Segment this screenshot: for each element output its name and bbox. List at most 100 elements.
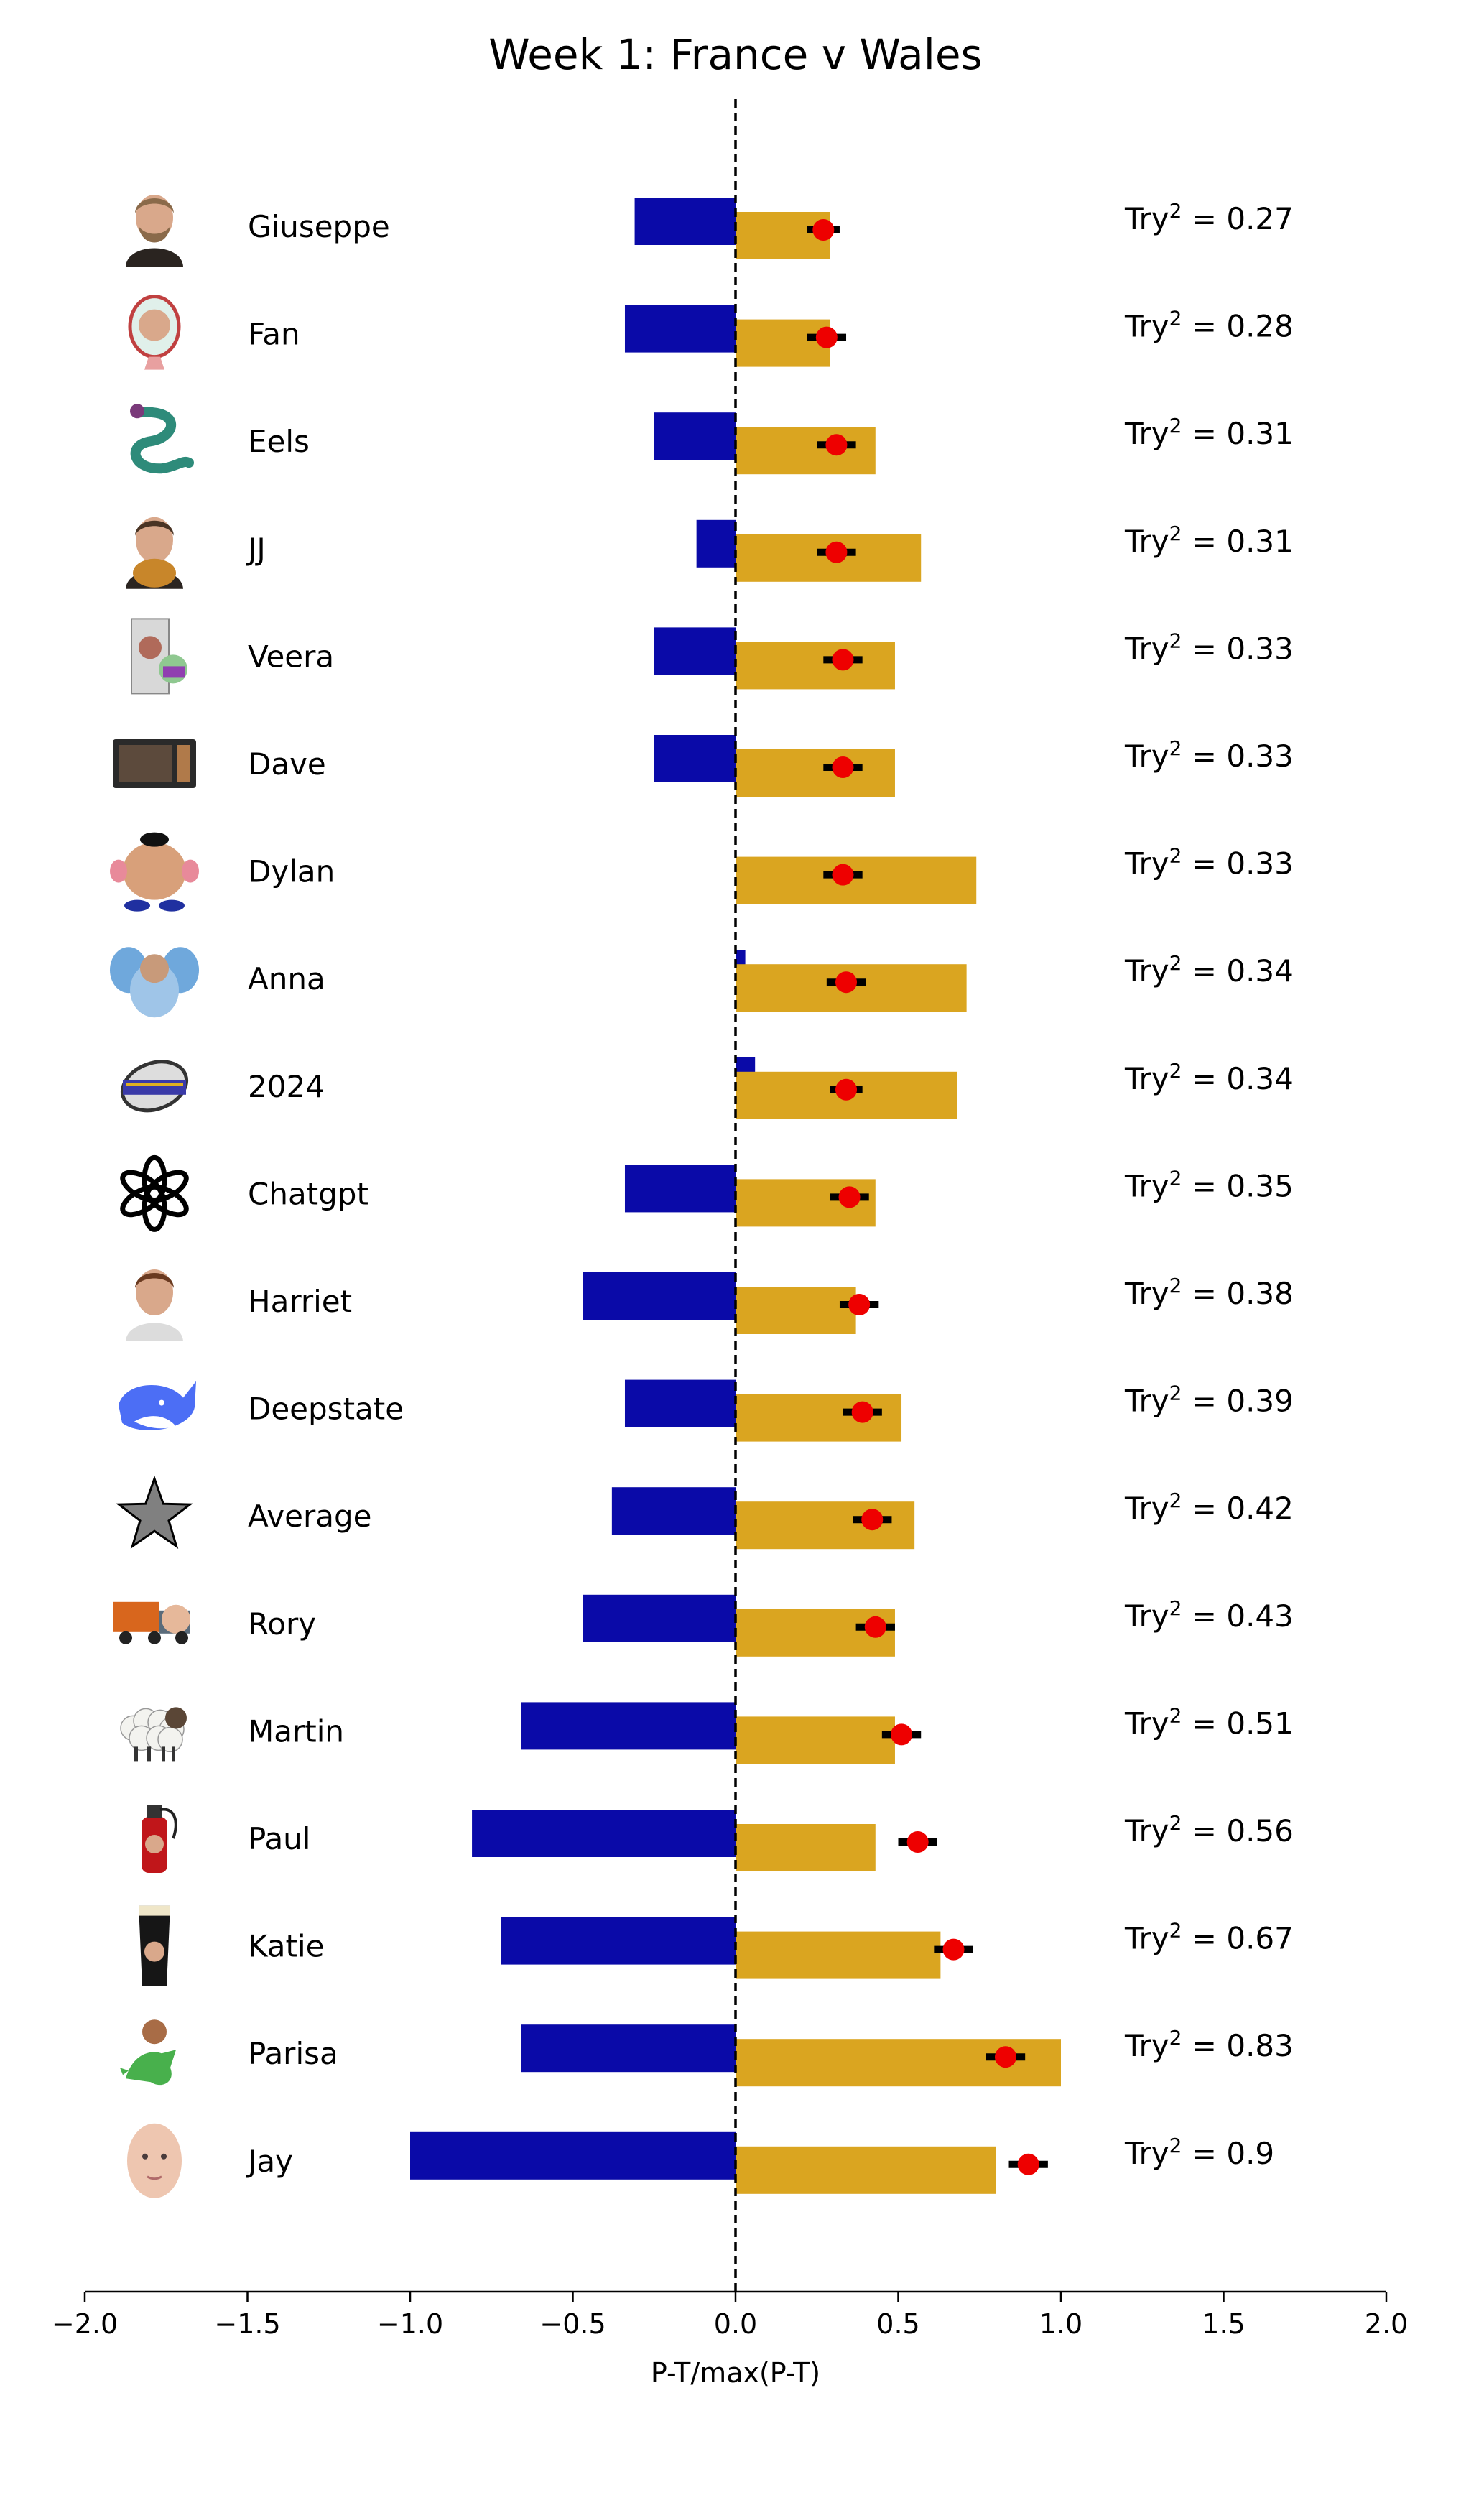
metric-prefix: Try: [1124, 1705, 1169, 1741]
x-tick-label: −2.0: [52, 2308, 118, 2340]
metric-superscript: 2: [1169, 1489, 1182, 1512]
metric-superscript: 2: [1169, 844, 1182, 868]
metric-prefix: Try: [1124, 1491, 1169, 1526]
row-name: Chatgpt: [248, 1176, 368, 1211]
bar-negative: [634, 198, 736, 245]
metric-separator: =: [1182, 1491, 1226, 1526]
row-metric: Try2 = 0.35: [1124, 1166, 1294, 1203]
data-point: [832, 649, 854, 671]
x-tick-label: −1.5: [214, 2308, 280, 2340]
data-point: [861, 1509, 884, 1531]
metric-separator: =: [1182, 524, 1226, 559]
metric-superscript: 2: [1169, 522, 1182, 545]
data-point: [851, 1401, 873, 1423]
row-metric: Try2 = 0.67: [1124, 1919, 1294, 1956]
x-tick-label: 2.0: [1365, 2308, 1408, 2340]
bar-negative: [521, 2024, 736, 2073]
metric-separator: =: [1182, 309, 1226, 344]
bar-negative: [472, 1810, 736, 1857]
metric-prefix: Try: [1124, 1813, 1169, 1848]
row-name: Veera: [248, 639, 334, 674]
row-metric: Try2 = 0.33: [1124, 629, 1294, 666]
data-point: [815, 326, 838, 348]
bar-negative: [696, 519, 736, 568]
row-name: Harriet: [248, 1284, 352, 1319]
dinosaur: [120, 2019, 176, 2086]
bar-negative: [654, 412, 736, 460]
x-tick-label: −1.0: [377, 2308, 443, 2340]
metric-prefix: Try: [1124, 631, 1169, 666]
rugby-ball-2024: [120, 1060, 189, 1113]
metric-value: 0.33: [1226, 739, 1294, 774]
points-layer: [807, 219, 1048, 2175]
bar-positive: [736, 1287, 856, 1334]
row-metric: Try2 = 0.31: [1124, 414, 1294, 451]
metric-value: 0.27: [1226, 201, 1294, 236]
metric-superscript: 2: [1169, 951, 1182, 975]
metric-prefix: Try: [1124, 1598, 1169, 1634]
metric-separator: =: [1182, 1168, 1226, 1203]
bar-negative: [583, 1272, 736, 1320]
metric-prefix: Try: [1124, 1061, 1169, 1096]
bar-negative: [624, 1379, 736, 1427]
row-metric: Try2 = 0.34: [1124, 1059, 1294, 1096]
x-axis-label: P-T/max(P-T): [651, 2357, 820, 2389]
bearded-man-portrait: [126, 195, 183, 267]
metric-superscript: 2: [1169, 1381, 1182, 1405]
metric-separator: =: [1182, 1276, 1226, 1311]
pint-glass: [139, 1905, 170, 1986]
face-in-mirror: [128, 295, 181, 370]
row-name: Dylan: [248, 854, 335, 889]
row-metric: Try2 = 0.83: [1124, 2026, 1294, 2063]
metric-prefix: Try: [1124, 2136, 1169, 2171]
metric-separator: =: [1182, 2028, 1226, 2063]
names-layer: Giuseppe Fan Eels JJ Veera Dave Dylan Anna 2024 C…: [246, 209, 404, 2179]
metric-superscript: 2: [1169, 1059, 1182, 1083]
metric-superscript: 2: [1169, 629, 1182, 652]
metric-prefix: Try: [1124, 201, 1169, 236]
metric-value: 0.31: [1226, 416, 1294, 451]
data-point: [891, 1723, 913, 1746]
metric-value: 0.67: [1226, 1921, 1294, 1956]
metric-separator: =: [1182, 416, 1226, 451]
metric-separator: =: [1182, 739, 1226, 774]
metric-prefix: Try: [1124, 309, 1169, 344]
bar-negative: [654, 735, 736, 782]
metric-value: 0.34: [1226, 953, 1294, 989]
bars-layer: [410, 198, 1061, 2194]
row-name: Jay: [246, 2144, 293, 2179]
metric-superscript: 2: [1169, 2134, 1182, 2157]
row-name: 2024: [248, 1069, 325, 1104]
bar-positive: [736, 1501, 915, 1550]
metric-value: 0.38: [1226, 1276, 1294, 1311]
bar-negative: [624, 1165, 736, 1213]
metric-value: 0.31: [1226, 524, 1294, 559]
row-metric: Try2 = 0.39: [1124, 1381, 1294, 1419]
truck: [113, 1601, 190, 1644]
metric-prefix: Try: [1124, 1921, 1169, 1956]
data-point: [942, 1938, 965, 1961]
data-point: [838, 1186, 861, 1208]
metric-superscript: 2: [1169, 1274, 1182, 1297]
metric-value: 0.35: [1226, 1168, 1294, 1203]
metric-superscript: 2: [1169, 1919, 1182, 1943]
metric-value: 0.28: [1226, 309, 1294, 344]
data-point: [835, 971, 858, 994]
potato-head: [110, 832, 199, 912]
metric-superscript: 2: [1169, 1811, 1182, 1835]
bar-positive: [736, 212, 830, 259]
row-name: Rory: [248, 1606, 316, 1642]
row-metric: Try2 = 0.33: [1124, 844, 1294, 881]
row-name: Anna: [248, 961, 325, 996]
metric-separator: =: [1182, 846, 1226, 881]
metric-superscript: 2: [1169, 414, 1182, 438]
metric-prefix: Try: [1124, 2028, 1169, 2063]
data-point: [825, 541, 848, 563]
baby-face: [127, 2123, 182, 2198]
computer-tower: [131, 618, 187, 695]
metric-separator: =: [1182, 1813, 1226, 1848]
data-point: [864, 1616, 886, 1638]
elephant: [110, 947, 199, 1018]
